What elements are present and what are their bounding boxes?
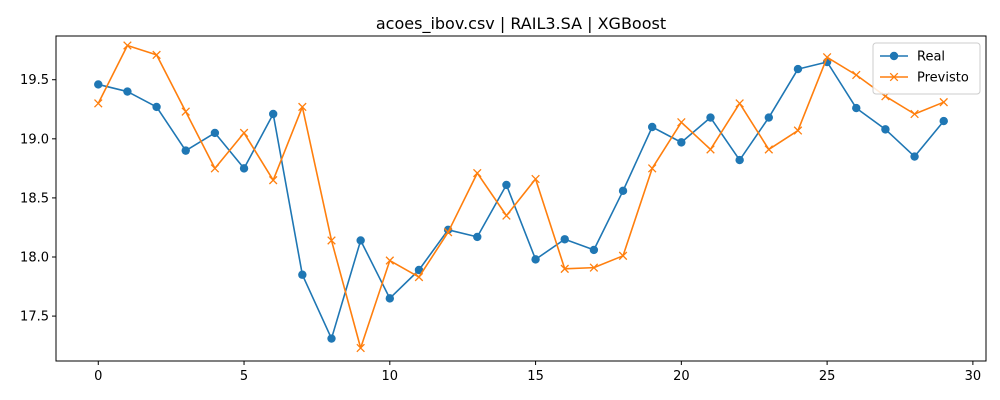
plot-frame	[55, 35, 987, 362]
y-tick-label: 19.5	[20, 73, 49, 88]
data-point	[181, 107, 190, 116]
y-tick-label: 17.5	[20, 310, 49, 325]
x-tick-label: 5	[240, 369, 248, 384]
data-point	[385, 256, 395, 265]
legend-marker	[889, 51, 899, 61]
data-point	[239, 164, 249, 173]
legend-item-real: Real	[880, 50, 945, 65]
legend-label: Real	[917, 50, 945, 65]
y-tick-label: 19.0	[20, 132, 49, 147]
data-point	[356, 236, 365, 245]
data-point	[443, 227, 453, 237]
data-point	[910, 109, 919, 119]
data-point	[94, 99, 103, 108]
series-previsto	[94, 41, 948, 353]
data-point	[210, 164, 220, 173]
data-point	[123, 41, 132, 50]
data-point	[473, 168, 482, 178]
data-point	[822, 53, 832, 62]
data-point	[152, 102, 161, 112]
series-real	[94, 57, 948, 343]
data-point	[268, 109, 278, 119]
data-point	[502, 180, 511, 190]
data-point	[735, 99, 744, 108]
data-point	[618, 251, 628, 261]
series-line	[98, 61, 945, 340]
data-point	[327, 236, 336, 245]
x-tick-label: 30	[965, 369, 982, 384]
x-tick-label: 25	[819, 369, 836, 384]
legend-label: Previsto	[917, 71, 969, 86]
data-point	[531, 255, 540, 264]
data-point	[735, 155, 744, 165]
legend-item-previsto: Previsto	[880, 71, 969, 86]
data-point	[589, 245, 599, 255]
data-point	[123, 87, 132, 96]
data-point	[677, 138, 686, 147]
data-point	[764, 113, 774, 122]
x-tick-label: 0	[94, 369, 102, 384]
data-point	[647, 122, 657, 132]
y-tick-label: 18.0	[20, 251, 49, 266]
x-tick-label: 15	[527, 369, 544, 384]
series-line	[97, 44, 945, 349]
data-point	[298, 102, 307, 112]
data-point	[94, 80, 103, 89]
data-point	[356, 343, 365, 353]
data-point	[327, 334, 336, 343]
data-point	[560, 264, 569, 274]
chart-title: acoes_ibov.csv | RAIL3.SA | XGBoost	[376, 14, 666, 34]
data-point	[239, 128, 249, 138]
legend: Real Previsto	[872, 42, 981, 95]
legend-marker	[889, 72, 899, 82]
x-tick-label: 10	[382, 369, 399, 384]
data-point	[560, 235, 569, 244]
y-tick-label: 18.5	[20, 191, 49, 206]
data-point	[764, 145, 774, 154]
data-point	[502, 211, 511, 220]
data-point	[531, 174, 540, 184]
data-point	[414, 265, 424, 275]
data-point	[589, 263, 599, 272]
data-point	[385, 294, 395, 303]
data-point	[910, 152, 919, 161]
data-point	[647, 164, 657, 173]
data-point	[268, 175, 278, 185]
data-point	[793, 64, 803, 74]
data-point	[414, 272, 424, 282]
data-point	[793, 126, 803, 135]
data-point	[618, 186, 628, 196]
data-point	[939, 116, 948, 126]
data-point	[706, 113, 715, 122]
data-point	[881, 125, 890, 134]
data-point	[298, 270, 307, 279]
x-tick-label: 20	[673, 369, 690, 384]
data-point	[939, 97, 948, 107]
data-point	[473, 232, 482, 242]
data-point	[852, 103, 861, 113]
data-point	[852, 70, 861, 80]
data-point	[706, 145, 715, 154]
data-point	[181, 146, 190, 155]
data-point	[677, 118, 686, 127]
data-point	[210, 128, 220, 138]
data-point	[152, 50, 161, 60]
